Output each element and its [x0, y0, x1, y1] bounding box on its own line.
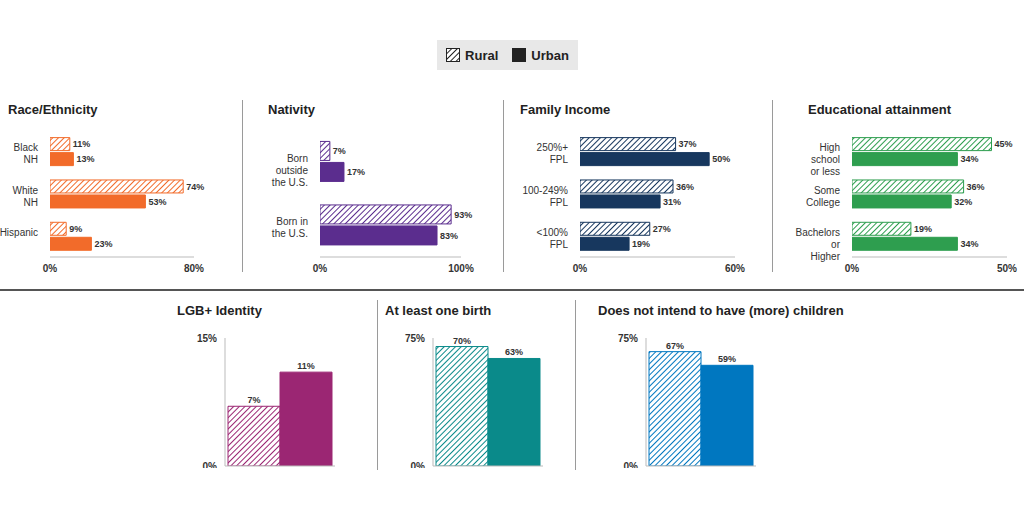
svg-text:Hispanic: Hispanic — [8, 227, 38, 238]
svg-text:34%: 34% — [960, 239, 978, 249]
svg-text:50%: 50% — [712, 154, 730, 164]
svg-text:36%: 36% — [676, 182, 694, 192]
html-text:Nativity: Nativity — [268, 102, 315, 117]
svg-text:0%: 0% — [203, 461, 218, 468]
html-text:Family Income: Family Income — [520, 102, 611, 117]
svg-text:9%: 9% — [69, 224, 82, 234]
svg-text:7%: 7% — [333, 146, 346, 156]
html-text:Race/Ethnicity: Race/Ethnicity — [8, 102, 98, 117]
html-text:Urban: Urban — [531, 47, 569, 63]
svg-text:23%: 23% — [94, 239, 112, 249]
svg-text:WhiteNH: WhiteNH — [12, 185, 38, 208]
svg-text:50%: 50% — [997, 263, 1016, 274]
svg-text:0%: 0% — [845, 263, 860, 274]
svg-text:60%: 60% — [725, 263, 745, 274]
svg-text:SomeCollege: SomeCollege — [806, 185, 840, 208]
svg-text:75%: 75% — [405, 333, 425, 344]
svg-text:75%: 75% — [618, 333, 638, 344]
svg-text:250%+FPL: 250%+FPL — [537, 142, 569, 165]
svg-text:0%: 0% — [411, 461, 426, 468]
svg-text:74%: 74% — [186, 182, 204, 192]
svg-text:37%: 37% — [679, 139, 697, 149]
html-text:LGB+ Identity: LGB+ Identity — [177, 303, 262, 318]
svg-text:100-249%FPL: 100-249%FPL — [522, 185, 568, 208]
svg-text:BlackNH: BlackNH — [14, 142, 39, 165]
svg-text:67%: 67% — [666, 341, 684, 351]
html-text:Rural: Rural — [465, 47, 499, 63]
html-text:Does not intend to have (more): Does not intend to have (more) children — [598, 303, 844, 318]
svg-text:36%: 36% — [967, 182, 985, 192]
svg-text:59%: 59% — [718, 354, 736, 364]
svg-text:53%: 53% — [148, 197, 166, 207]
svg-text:11%: 11% — [73, 139, 91, 149]
svg-text:32%: 32% — [954, 197, 972, 207]
svg-text:93%: 93% — [454, 210, 472, 220]
svg-text:19%: 19% — [914, 224, 932, 234]
svg-text:0%: 0% — [573, 263, 588, 274]
svg-text:7%: 7% — [247, 395, 260, 405]
svg-text:Born inthe U.S.: Born inthe U.S. — [272, 216, 308, 239]
svg-text:17%: 17% — [347, 167, 365, 177]
svg-text:11%: 11% — [297, 361, 315, 371]
svg-text:<100%FPL: <100%FPL — [537, 227, 569, 250]
svg-text:BachelorsorHigher: BachelorsorHigher — [796, 227, 841, 262]
svg-text:13%: 13% — [76, 154, 94, 164]
svg-text:0%: 0% — [624, 461, 639, 468]
html-text:Educational attainment: Educational attainment — [808, 102, 951, 117]
svg-text:31%: 31% — [663, 197, 681, 207]
svg-text:0%: 0% — [313, 263, 328, 274]
svg-text:19%: 19% — [632, 239, 650, 249]
svg-text:45%: 45% — [995, 139, 1013, 149]
svg-text:80%: 80% — [184, 263, 204, 274]
svg-text:63%: 63% — [505, 347, 523, 357]
svg-text:0%: 0% — [43, 263, 58, 274]
svg-text:Bornoutsidethe U.S.: Bornoutsidethe U.S. — [272, 153, 309, 188]
svg-text:Highschoolor less: Highschoolor less — [811, 142, 840, 177]
svg-text:27%: 27% — [653, 224, 671, 234]
svg-text:83%: 83% — [440, 231, 458, 241]
html-text:At least one birth: At least one birth — [385, 303, 492, 318]
svg-text:34%: 34% — [960, 154, 978, 164]
svg-text:70%: 70% — [453, 336, 471, 346]
svg-text:15%: 15% — [197, 333, 217, 344]
svg-text:100%: 100% — [448, 263, 474, 274]
